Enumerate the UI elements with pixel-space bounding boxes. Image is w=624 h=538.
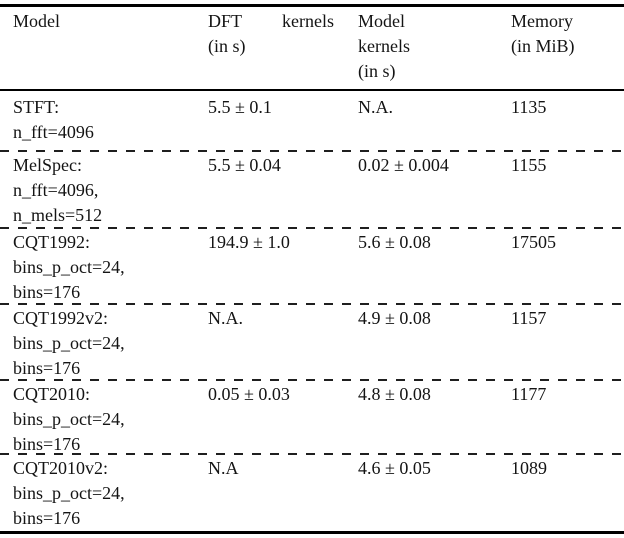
column-header-dft-kernels: DFT kernels (in s)	[208, 9, 358, 89]
column-header-dft-kernels-unit: (in s)	[208, 36, 246, 56]
column-header-kernels-word: kernels	[282, 11, 334, 31]
model-param-line: n_fft=4096,	[13, 180, 99, 200]
table-row-cqt1992v2: CQT1992v2: bins_p_oct=24, bins=176 N.A. …	[0, 305, 624, 379]
column-header-dft-word: DFT	[208, 11, 243, 31]
model-param-line: bins=176	[13, 434, 81, 453]
table-bottom-rule	[0, 531, 624, 534]
row-separator-dashed	[0, 227, 624, 229]
cell-dft-kernels: N.A	[208, 458, 239, 478]
table-top-rule	[0, 4, 624, 7]
table-row-stft: STFT: n_fft=4096 5.5 ± 0.1 N.A. 1135	[0, 91, 624, 150]
model-name-line: CQT2010v2:	[13, 458, 109, 478]
cell-model: CQT1992: bins_p_oct=24, bins=176	[13, 230, 208, 303]
model-param-line: n_mels=512	[13, 205, 103, 225]
column-header-model-kernels: Model kernels (in s)	[358, 9, 511, 89]
cell-model-kernels: N.A.	[358, 97, 393, 117]
column-header-model-kernels-unit: (in s)	[358, 61, 396, 81]
model-param-line: bins_p_oct=24,	[13, 257, 125, 277]
header-separator-rule	[0, 89, 624, 91]
column-header-memory: Memory (in MiB)	[511, 9, 624, 89]
cell-memory: 1135	[511, 97, 547, 117]
table-row-melspec: MelSpec: n_fft=4096, n_mels=512 5.5 ± 0.…	[0, 152, 624, 227]
model-name-line: MelSpec:	[13, 155, 82, 175]
cell-memory: 17505	[511, 232, 556, 252]
cell-dft-kernels: 194.9 ± 1.0	[208, 232, 290, 252]
model-param-line: bins=176	[13, 282, 81, 302]
row-separator-dashed	[0, 150, 624, 152]
cell-memory: 1177	[511, 384, 547, 404]
cell-memory: 1157	[511, 308, 547, 328]
table-row-cqt1992: CQT1992: bins_p_oct=24, bins=176 194.9 ±…	[0, 229, 624, 303]
model-param-line: bins=176	[13, 358, 81, 378]
model-name-line: CQT1992v2:	[13, 308, 109, 328]
column-header-memory-label: Memory	[511, 11, 573, 31]
cell-memory: 1155	[511, 155, 547, 175]
cell-dft-kernels: 5.5 ± 0.04	[208, 155, 281, 175]
column-header-memory-unit: (in MiB)	[511, 36, 575, 56]
row-separator-dashed	[0, 303, 624, 305]
column-header-model-label: Model	[13, 11, 60, 31]
column-header-dft-kernels-line1: DFT kernels	[208, 9, 334, 34]
cell-model: CQT2010: bins_p_oct=24, bins=176	[13, 382, 208, 453]
model-param-line: bins_p_oct=24,	[13, 333, 125, 353]
model-name-line: CQT1992:	[13, 232, 91, 252]
cell-model: MelSpec: n_fft=4096, n_mels=512	[13, 153, 208, 227]
table-row-cqt2010: CQT2010: bins_p_oct=24, bins=176 0.05 ± …	[0, 381, 624, 453]
table-row-cqt2010v2: CQT2010v2: bins_p_oct=24, bins=176 N.A 4…	[0, 455, 624, 531]
cell-memory: 1089	[511, 458, 547, 478]
row-separator-dashed	[0, 379, 624, 381]
column-header-model-kernels-line1: Model	[358, 11, 405, 31]
cell-model: CQT2010v2: bins_p_oct=24, bins=176	[13, 456, 208, 531]
cell-dft-kernels: 0.05 ± 0.03	[208, 384, 290, 404]
model-name-line: STFT:	[13, 97, 60, 117]
model-param-line: bins_p_oct=24,	[13, 483, 125, 503]
table-header-row: Model DFT kernels (in s) Model kernels (…	[0, 7, 624, 89]
cell-model: CQT1992v2: bins_p_oct=24, bins=176	[13, 306, 208, 379]
cell-model-kernels: 4.6 ± 0.05	[358, 458, 431, 478]
model-param-line: n_fft=4096	[13, 122, 94, 142]
column-header-model: Model	[13, 9, 208, 89]
cell-model-kernels: 0.02 ± 0.004	[358, 155, 449, 175]
column-header-model-kernels-line2: kernels	[358, 36, 410, 56]
model-param-line: bins_p_oct=24,	[13, 409, 125, 429]
cell-model-kernels: 4.9 ± 0.08	[358, 308, 431, 328]
cell-dft-kernels: 5.5 ± 0.1	[208, 97, 272, 117]
cell-model: STFT: n_fft=4096	[13, 95, 208, 150]
cell-dft-kernels: N.A.	[208, 308, 243, 328]
model-name-line: CQT2010:	[13, 384, 91, 404]
row-separator-dashed	[0, 453, 624, 455]
cell-model-kernels: 5.6 ± 0.08	[358, 232, 431, 252]
cell-model-kernels: 4.8 ± 0.08	[358, 384, 431, 404]
model-param-line: bins=176	[13, 508, 81, 528]
